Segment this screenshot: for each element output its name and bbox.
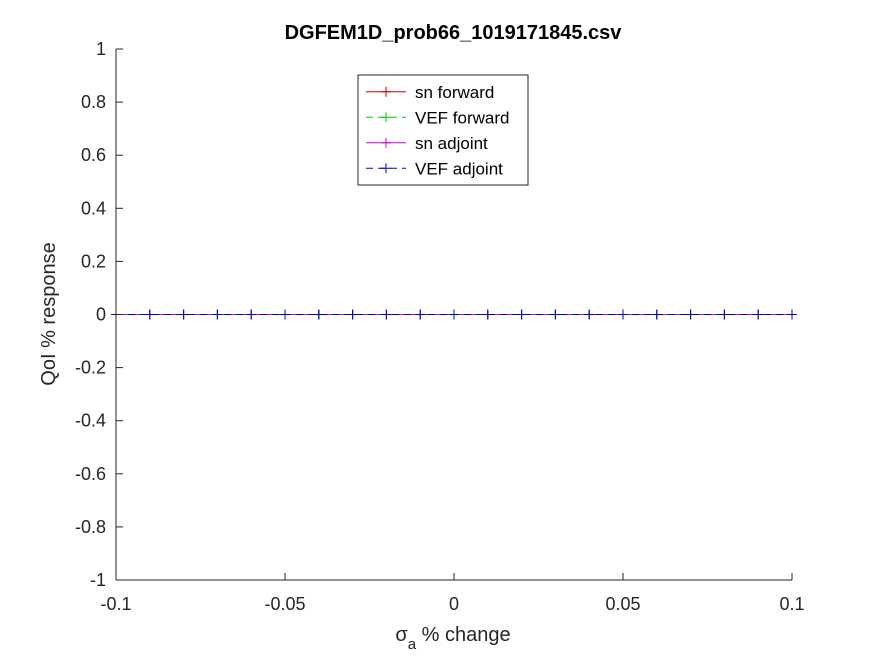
x-tick-label: 0 — [449, 594, 459, 614]
y-tick-label: 0.8 — [81, 92, 106, 112]
x-tick-label: 0.1 — [779, 594, 804, 614]
data-point — [178, 309, 189, 320]
data-point — [313, 309, 324, 320]
y-tick-label: 0.6 — [81, 145, 106, 165]
data-point — [685, 309, 696, 320]
data-point — [449, 309, 459, 320]
data-point — [550, 309, 561, 320]
data-point — [482, 309, 493, 320]
data-point — [144, 309, 155, 320]
x-axis-label-symbol: σ — [395, 624, 408, 646]
data-point — [584, 309, 595, 320]
data-point — [415, 309, 426, 320]
data-point — [246, 309, 257, 320]
chart-title: DGFEM1D_prob66_1019171845.csv — [285, 22, 623, 44]
legend-label: VEF adjoint — [415, 159, 503, 178]
data-point — [787, 309, 797, 320]
y-tick-label: -1 — [90, 570, 106, 590]
y-axis-label: QoI % response — [38, 242, 60, 385]
x-tick-label: -0.1 — [100, 594, 131, 614]
legend-item: VEF forward — [366, 108, 509, 127]
y-tick-label: 1 — [96, 39, 106, 59]
data-point — [651, 309, 662, 320]
legend-item: sn forward — [366, 83, 494, 102]
legend-label: VEF forward — [415, 108, 509, 127]
y-tick-label: -0.8 — [75, 517, 106, 537]
plot-area — [111, 309, 797, 320]
x-tick-label: 0.05 — [605, 594, 640, 614]
legend-label: sn forward — [415, 83, 494, 102]
legend-label: sn adjoint — [415, 134, 488, 153]
legend-item: VEF adjoint — [366, 159, 503, 178]
data-point — [212, 309, 223, 320]
data-point — [618, 309, 628, 320]
y-tick-label: -0.6 — [75, 464, 106, 484]
y-tick-label: -0.4 — [75, 411, 106, 431]
series-vef-adjoint — [111, 309, 797, 320]
data-point — [347, 309, 358, 320]
x-axis-label-subscript: a — [408, 636, 417, 653]
y-tick-label: 0.4 — [81, 198, 106, 218]
data-point — [516, 309, 527, 320]
data-point — [753, 309, 764, 320]
y-tick-label: 0 — [96, 305, 106, 325]
x-axis: -0.1 -0.05 0 0.05 0.1 — [100, 573, 805, 614]
x-axis-label-text: % change — [416, 624, 511, 646]
data-point — [381, 309, 392, 320]
data-point — [280, 309, 290, 320]
data-point — [719, 309, 730, 320]
y-tick-label: 0.2 — [81, 251, 106, 271]
x-axis-label: σa % change — [395, 624, 510, 653]
y-axis: -1 -0.8 -0.6 -0.4 -0.2 0 0.2 0.4 0.6 0.8 1 — [75, 39, 123, 590]
legend: sn forward VEF forward sn adjoint VEF adjoi… — [357, 74, 529, 186]
x-tick-label: -0.05 — [264, 594, 305, 614]
y-tick-label: -0.2 — [75, 358, 106, 378]
legend-item: sn adjoint — [366, 134, 488, 153]
